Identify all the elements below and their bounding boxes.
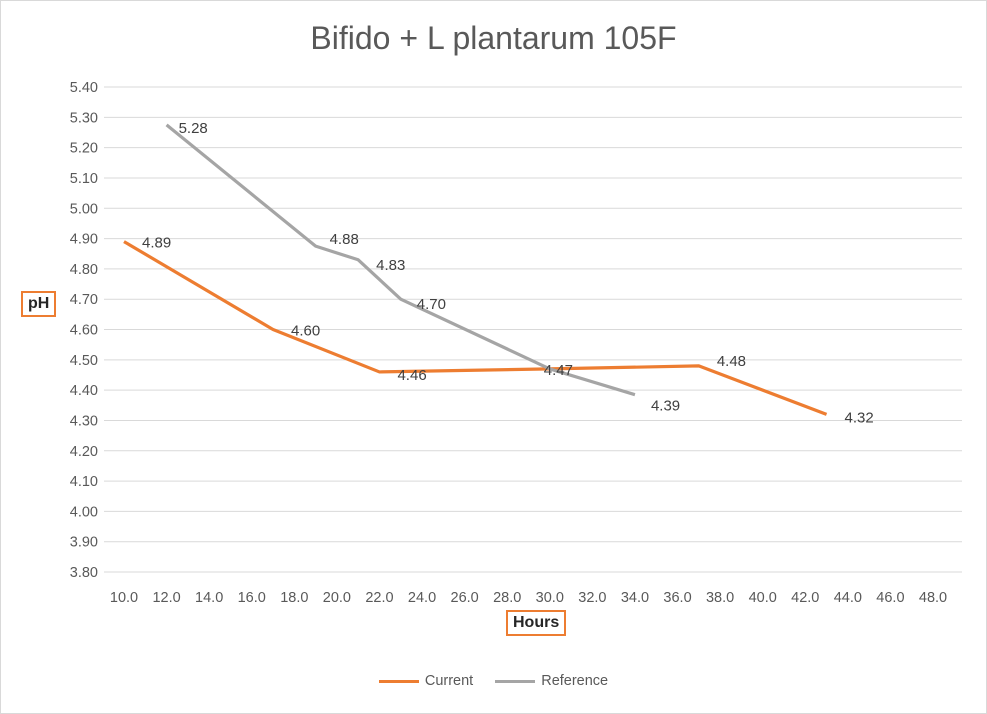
x-tick-label: 26.0	[451, 590, 479, 606]
x-tick-label: 12.0	[152, 590, 180, 606]
data-label-reference: 5.28	[179, 120, 208, 137]
y-tick-label: 4.00	[70, 504, 98, 520]
x-tick-label: 10.0	[110, 590, 138, 606]
data-label-reference: 4.88	[330, 231, 359, 248]
data-label-current: 4.60	[291, 323, 320, 340]
data-label-reference: 4.83	[376, 257, 405, 274]
x-axis-title: Hours	[506, 610, 567, 636]
x-tick-label: 14.0	[195, 590, 223, 606]
y-tick-label: 5.10	[70, 171, 98, 187]
x-tick-label: 42.0	[791, 590, 819, 606]
y-tick-label: 4.50	[70, 353, 98, 369]
x-tick-label: 20.0	[323, 590, 351, 606]
y-tick-label: 4.30	[70, 413, 98, 429]
legend-swatch-current	[378, 679, 419, 683]
series-line-current	[123, 240, 828, 416]
legend-label-reference: Reference	[541, 673, 609, 689]
legend-item-current: Current	[378, 673, 474, 689]
data-label-current: 4.46	[397, 367, 426, 384]
legend-label-current: Current	[424, 673, 474, 689]
y-tick-label: 5.20	[70, 141, 98, 157]
x-tick-label: 44.0	[834, 590, 862, 606]
data-label-current: 4.47	[544, 362, 573, 379]
x-tick-label: 36.0	[663, 590, 691, 606]
x-tick-label: 46.0	[876, 590, 904, 606]
data-label-reference: 4.39	[651, 398, 680, 415]
data-label-current: 4.48	[717, 353, 746, 370]
y-tick-label: 4.60	[70, 323, 98, 339]
x-tick-label: 22.0	[365, 590, 393, 606]
y-tick-label: 4.10	[70, 474, 98, 490]
x-tick-label: 34.0	[621, 590, 649, 606]
y-axis-title: pH	[21, 291, 57, 317]
y-tick-label: 4.90	[70, 232, 98, 248]
legend-item-reference: Reference	[495, 673, 608, 689]
y-tick-label: 3.80	[70, 565, 98, 581]
y-tick-label: 5.00	[70, 201, 98, 217]
x-tick-label: 16.0	[238, 590, 266, 606]
y-tick-label: 5.40	[70, 80, 98, 96]
series-line-reference	[165, 123, 636, 397]
x-tick-label: 18.0	[280, 590, 308, 606]
x-tick-label: 30.0	[536, 590, 564, 606]
y-tick-label: 4.70	[70, 292, 98, 308]
x-tick-label: 48.0	[919, 590, 947, 606]
y-tick-label: 4.20	[70, 444, 98, 460]
data-label-current: 4.89	[142, 235, 171, 252]
chart-title: Bifido + L plantarum 105F	[310, 20, 677, 56]
x-tick-label: 28.0	[493, 590, 521, 606]
data-label-reference: 4.70	[417, 296, 446, 313]
y-tick-label: 4.40	[70, 383, 98, 399]
legend: Current Reference	[0, 673, 987, 689]
legend-swatch-reference	[495, 679, 536, 683]
x-tick-label: 40.0	[749, 590, 777, 606]
y-tick-label: 5.30	[70, 110, 98, 126]
y-tick-label: 4.80	[70, 262, 98, 278]
x-tick-label: 38.0	[706, 590, 734, 606]
data-label-current: 4.32	[845, 409, 874, 426]
y-tick-label: 3.90	[70, 535, 98, 551]
x-tick-label: 24.0	[408, 590, 436, 606]
x-tick-label: 32.0	[578, 590, 606, 606]
